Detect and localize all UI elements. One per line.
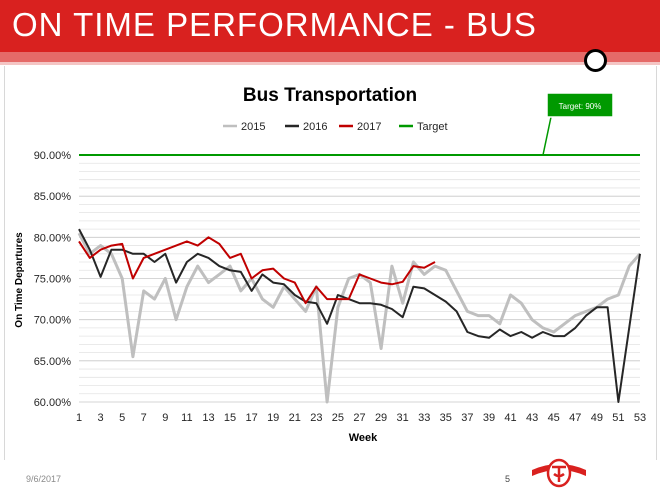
target-callout-box bbox=[546, 92, 614, 118]
x-tick-label: 33 bbox=[418, 412, 430, 424]
x-tick-label: 43 bbox=[526, 412, 538, 424]
header-stripe bbox=[0, 52, 660, 62]
x-tick-label: 25 bbox=[332, 412, 344, 424]
x-tick-label: 49 bbox=[591, 412, 603, 424]
legend-label-target: Target bbox=[417, 121, 448, 133]
x-tick-label: 17 bbox=[245, 412, 257, 424]
x-tick-label: 3 bbox=[98, 412, 104, 424]
x-tick-label: 1 bbox=[76, 412, 82, 424]
series-line-2016 bbox=[78, 228, 641, 403]
x-tick-label: 41 bbox=[504, 412, 516, 424]
x-tick-label: 11 bbox=[181, 412, 192, 424]
x-tick-label: 47 bbox=[569, 412, 581, 424]
x-tick-label: 21 bbox=[289, 412, 301, 424]
ttc-logo-icon bbox=[532, 458, 586, 488]
series-line-2015 bbox=[77, 232, 642, 404]
y-tick-label: 60.00% bbox=[34, 397, 72, 409]
y-tick-label: 90.00% bbox=[34, 150, 72, 162]
y-tick-label: 75.00% bbox=[34, 274, 72, 286]
legend-label-2017: 2017 bbox=[357, 121, 381, 133]
series-line-2017 bbox=[78, 236, 436, 305]
page-number: 5 bbox=[505, 474, 511, 484]
y-tick-label: 65.00% bbox=[34, 356, 72, 368]
y-tick-label: 85.00% bbox=[34, 191, 72, 203]
header-stripe-light bbox=[0, 62, 660, 65]
x-tick-label: 37 bbox=[461, 412, 473, 424]
target-callout-label: Target: 90% bbox=[559, 102, 602, 111]
circle-icon bbox=[584, 49, 607, 72]
x-tick-label: 9 bbox=[162, 412, 168, 424]
chart-frame bbox=[4, 66, 657, 460]
x-tick-label: 7 bbox=[141, 412, 147, 424]
header-banner: ON TIME PERFORMANCE - BUS bbox=[0, 0, 660, 52]
legend-label-2016: 2016 bbox=[303, 121, 327, 133]
x-tick-label: 23 bbox=[310, 412, 322, 424]
x-tick-label: 39 bbox=[483, 412, 495, 424]
x-tick-label: 45 bbox=[548, 412, 560, 424]
page-title: ON TIME PERFORMANCE - BUS bbox=[12, 6, 537, 43]
target-callout-leader bbox=[542, 116, 552, 156]
x-tick-label: 31 bbox=[397, 412, 409, 424]
x-axis-label: Week bbox=[349, 432, 378, 444]
y-axis-label: On Time Departures bbox=[14, 232, 25, 328]
line-chart: 60.00% 65.00% 70.00% 75.00% 80.00% 85.00% 90.0… bbox=[14, 85, 646, 444]
x-tick-label: 29 bbox=[375, 412, 387, 424]
chart-title: Bus Transportation bbox=[243, 85, 417, 106]
x-tick-label: 35 bbox=[440, 412, 452, 424]
footer-date: 9/6/2017 bbox=[26, 474, 62, 484]
x-tick-label: 27 bbox=[353, 412, 365, 424]
x-tick-label: 15 bbox=[224, 412, 236, 424]
y-tick-label: 80.00% bbox=[34, 232, 72, 244]
x-tick-label: 19 bbox=[267, 412, 279, 424]
legend-label-2015: 2015 bbox=[241, 121, 265, 133]
x-tick-label: 53 bbox=[634, 412, 646, 424]
x-tick-label: 51 bbox=[612, 412, 624, 424]
x-tick-label: 5 bbox=[119, 412, 125, 424]
y-tick-label: 70.00% bbox=[34, 315, 72, 327]
x-tick-label: 13 bbox=[202, 412, 214, 424]
